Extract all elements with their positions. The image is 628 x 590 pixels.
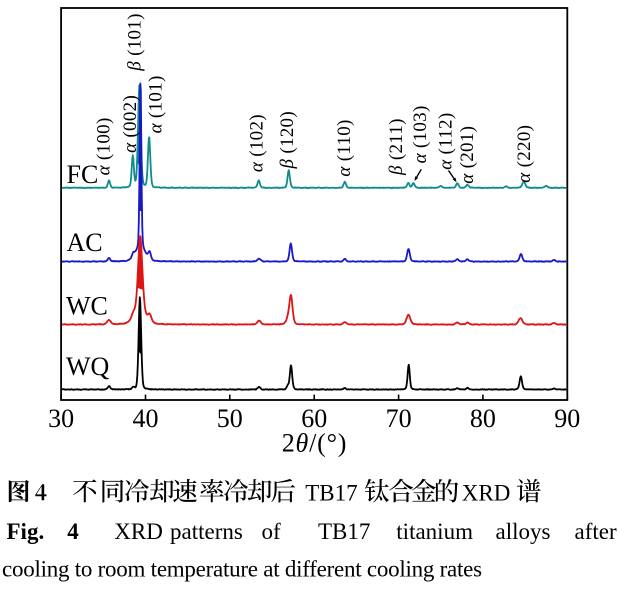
svg-text:α (110): α (110) <box>334 119 355 176</box>
svg-text:FC: FC <box>67 160 99 189</box>
svg-text:α (100): α (100) <box>94 117 115 175</box>
svg-text:WC: WC <box>66 292 108 321</box>
svg-text:90: 90 <box>554 404 580 433</box>
svg-text:α (002): α (002) <box>120 95 141 153</box>
svg-text:α (112): α (112) <box>435 113 456 170</box>
svg-text:4: 4 <box>67 519 79 544</box>
svg-text:60: 60 <box>301 404 327 433</box>
svg-text:TB17: TB17 <box>305 481 357 506</box>
svg-text:α (102): α (102) <box>247 114 268 172</box>
svg-text:patterns: patterns <box>170 519 243 544</box>
svg-text:TB17: TB17 <box>318 519 370 544</box>
svg-text:XRD: XRD <box>462 481 511 506</box>
svg-text:40: 40 <box>133 404 159 433</box>
svg-text:XRD: XRD <box>114 519 163 544</box>
svg-text:titanium: titanium <box>396 519 473 544</box>
svg-text:70: 70 <box>386 404 412 433</box>
svg-text:80: 80 <box>470 404 496 433</box>
svg-text:after: after <box>575 519 617 544</box>
svg-text:α (103): α (103) <box>410 105 431 163</box>
svg-text:WQ: WQ <box>66 352 110 381</box>
svg-text:α (201): α (201) <box>457 126 478 184</box>
svg-text:α (101): α (101) <box>146 75 167 133</box>
svg-text:β (211): β (211) <box>386 118 407 176</box>
svg-text:50: 50 <box>217 404 243 433</box>
svg-text:AC: AC <box>67 228 103 257</box>
svg-text:β (120): β (120) <box>277 111 298 169</box>
svg-text:cooling to room temperature at: cooling to room temperature at different… <box>2 557 482 582</box>
svg-text:30: 30 <box>48 404 74 433</box>
svg-text:alloys: alloys <box>496 519 551 544</box>
svg-text:Fig.: Fig. <box>7 519 45 544</box>
svg-text:of: of <box>262 519 282 544</box>
svg-text:β (101): β (101) <box>125 13 146 71</box>
svg-text:α (220): α (220) <box>514 125 535 183</box>
svg-text:2θ/(°): 2θ/(°) <box>282 429 348 458</box>
